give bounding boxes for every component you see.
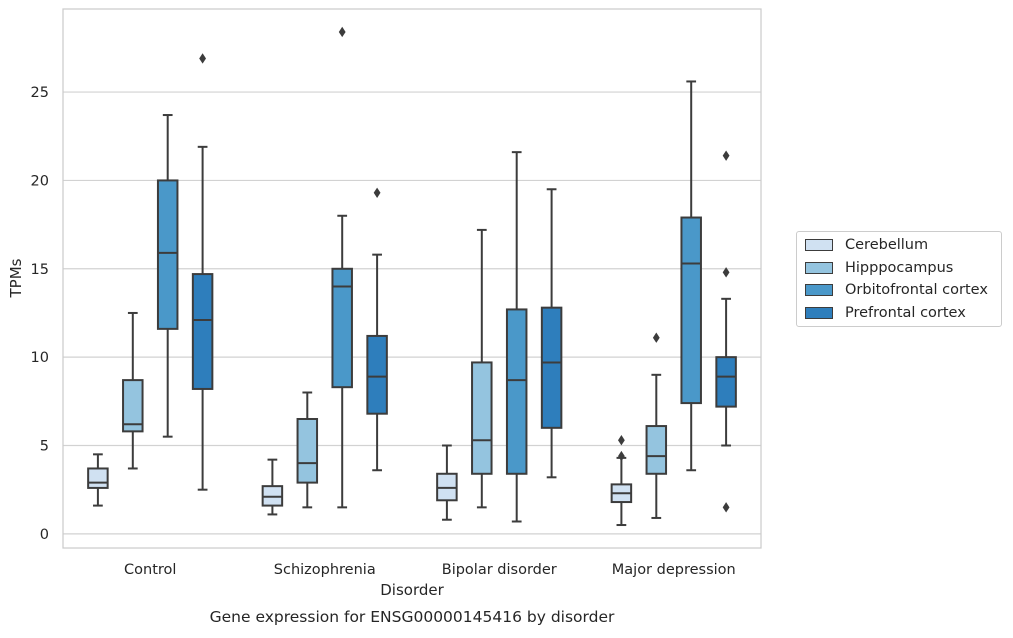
box-3-0 <box>610 435 633 527</box>
box-body <box>122 379 144 433</box>
x-axis-label: Disorder <box>380 581 444 599</box>
box-2-3 <box>540 188 563 479</box>
x-tick-label: Bipolar disorder <box>442 562 557 578</box>
y-tick-label: 5 <box>40 439 49 455</box>
outlier-point <box>338 26 346 38</box>
box-body <box>87 467 109 489</box>
box-body <box>366 334 388 415</box>
legend-label: Prefrontal cortex <box>845 304 966 321</box>
box-body <box>715 356 737 408</box>
legend-swatch <box>805 306 833 319</box>
box-body <box>680 216 702 405</box>
outlier-point <box>618 450 625 462</box>
legend-label: Cerebellum <box>845 237 929 253</box>
box-2-2 <box>505 151 528 523</box>
y-tick-label: 25 <box>31 85 49 101</box>
box-layer <box>87 26 737 527</box>
legend-item: Cerebellum <box>805 235 928 255</box>
legend-item: Hipppocampus <box>805 258 953 278</box>
box-2-0 <box>436 444 458 521</box>
box-3-3 <box>715 150 737 513</box>
outlier-point <box>722 502 730 513</box>
box-body <box>471 361 493 475</box>
box-0-3 <box>191 53 214 491</box>
outlier-point <box>373 187 381 198</box>
outlier-point <box>722 267 730 278</box>
box-body <box>540 306 563 429</box>
outlier-point <box>652 332 660 343</box>
legend-label: Hipppocampus <box>845 259 954 276</box>
box-1-2 <box>331 26 353 509</box>
box-1-1 <box>296 391 319 509</box>
legend-label: Orbitofrontal cortex <box>845 282 988 298</box>
plot-frame <box>62 8 762 549</box>
box-body <box>156 179 179 330</box>
box-0-1 <box>122 311 144 470</box>
y-tick-labels: 0 5 10 15 20 25 <box>31 85 49 543</box>
box-body <box>645 425 668 475</box>
box-3-2 <box>680 80 702 472</box>
box-3-1 <box>645 332 668 519</box>
x-tick-label: Control <box>124 562 176 578</box>
box-0-2 <box>156 114 179 438</box>
legend-swatch <box>805 261 833 274</box>
outlier-point <box>722 150 730 161</box>
legend-swatch <box>805 284 833 296</box>
box-body <box>331 267 353 389</box>
y-axis-label: TPMs <box>7 258 25 298</box>
chart-title: Gene expression for ENSG00000145416 by d… <box>210 608 615 626</box>
box-body <box>191 273 214 390</box>
legend-swatch <box>805 239 833 251</box>
outlier-point <box>199 53 206 64</box>
box-body <box>505 308 528 475</box>
box-body <box>296 417 319 484</box>
box-1-3 <box>366 187 388 472</box>
outlier-point <box>618 435 625 446</box>
x-tick-label: Major depression <box>612 562 736 578</box>
legend: Cerebellum Hipppocampus Orbitofrontal cort… <box>796 231 1002 327</box>
x-tick-label: Schizophrenia <box>274 562 376 578</box>
y-tick-label: 10 <box>31 350 49 366</box>
box-0-0 <box>87 453 109 507</box>
x-tick-labels: Control Schizophrenia Bipolar disorder Majo… <box>124 562 736 578</box>
box-2-1 <box>471 228 493 509</box>
legend-item: Orbitofrontal cortex <box>805 280 988 300</box>
legend-item: Prefrontal cortex <box>805 303 966 323</box>
box-1-0 <box>261 458 284 516</box>
y-tick-label: 20 <box>31 173 49 189</box>
y-tick-label: 15 <box>31 262 49 278</box>
grid-layer <box>63 91 761 535</box>
y-tick-label: 0 <box>40 527 49 543</box>
